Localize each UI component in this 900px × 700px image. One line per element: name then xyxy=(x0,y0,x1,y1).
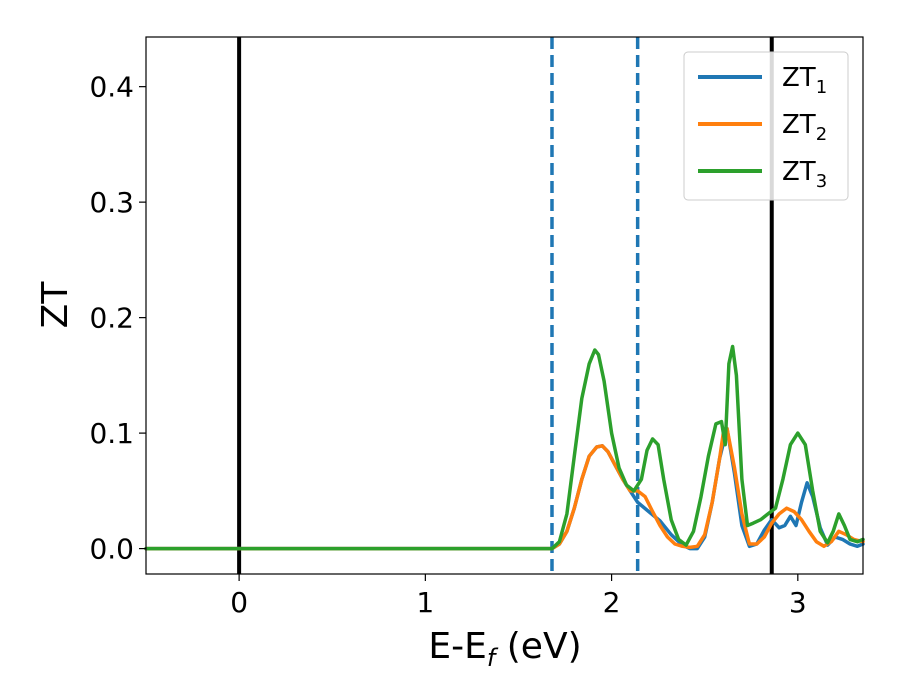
x-tick-label: 2 xyxy=(603,586,621,619)
legend-label-main: ZT xyxy=(782,110,816,140)
legend-label-2: ZT2 xyxy=(782,110,827,145)
legend-label-main: ZT xyxy=(782,63,816,93)
y-tick-label: 0.2 xyxy=(89,302,134,335)
x-axis-title: E-Ef (eV) xyxy=(428,626,581,672)
y-axis-ticks: 0.0 0.1 0.2 0.3 0.4 xyxy=(89,71,146,566)
x-tick-label: 3 xyxy=(789,586,807,619)
legend-label-1: ZT1 xyxy=(782,63,827,98)
y-axis-title: ZT xyxy=(35,281,76,329)
x-axis-title-part-1: E-E xyxy=(428,626,486,667)
x-tick-label: 0 xyxy=(230,586,248,619)
series-lines xyxy=(144,344,865,551)
legend-label-subscript: 3 xyxy=(816,171,827,192)
y-tick-label: 0.0 xyxy=(89,533,134,566)
legend-label-subscript: 1 xyxy=(816,77,827,98)
y-tick-label: 0.3 xyxy=(89,186,134,219)
y-tick-label: 0.1 xyxy=(89,417,134,450)
series-line-2 xyxy=(144,426,865,551)
legend-label-subscript: 2 xyxy=(816,124,827,145)
y-tick-label: 0.4 xyxy=(89,71,134,104)
x-axis-title-part-2: (eV) xyxy=(495,626,581,667)
series-line-3 xyxy=(144,344,865,551)
legend-label-main: ZT xyxy=(782,157,816,187)
plot-frame xyxy=(145,36,864,575)
x-tick-label: 1 xyxy=(416,586,434,619)
legend-box xyxy=(683,51,849,201)
x-axis-ticks: 0 1 2 3 xyxy=(230,574,807,619)
legend-label-3: ZT3 xyxy=(782,157,827,192)
